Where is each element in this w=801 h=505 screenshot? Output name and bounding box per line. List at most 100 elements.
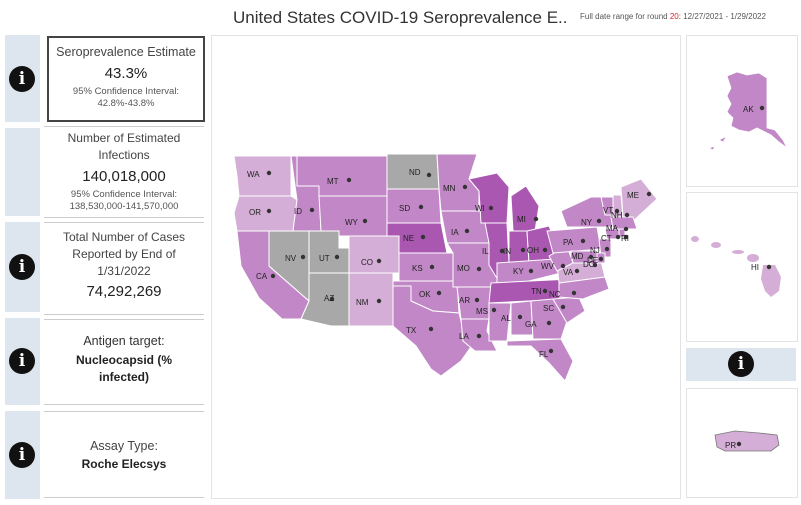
state-marker [604,246,610,252]
state-in[interactable] [508,230,530,264]
estimate-ci-value: 42.8%-43.8% [97,98,155,109]
state-marker [615,234,621,240]
dashboard-title: United States COVID-19 Seroprevalence E.… [233,8,568,27]
state-ak[interactable] [707,71,788,151]
state-label-in: IN [503,247,511,256]
infections-label-2: Infections [98,148,150,162]
state-marker [420,234,426,240]
state-ut[interactable] [308,230,350,274]
state-marker [596,218,602,224]
state-marker [436,290,442,296]
state-ma[interactable] [610,216,638,230]
round-number: 20 [669,12,679,21]
state-pr[interactable] [714,430,780,452]
divider [44,222,204,223]
state-marker [474,297,480,303]
state-marker [624,212,630,218]
antigen-target-card: Antigen target: Nucleocapsid (% infected… [44,334,204,404]
state-marker [476,266,482,272]
state-marker [571,290,577,296]
state-wy[interactable] [318,195,388,237]
state-label-tx: TX [406,326,417,335]
state-ks[interactable] [398,252,454,282]
state-marker [300,254,306,260]
state-label-nv: NV [285,254,297,263]
state-label-sc: SC [543,304,554,313]
state-label-co: CO [361,258,373,267]
state-marker [646,191,652,197]
state-marker [766,264,772,270]
state-marker [517,314,523,320]
info-icon[interactable]: i [9,254,35,280]
assay-value: Roche Elecsys [81,457,167,471]
state-co[interactable] [348,235,400,274]
state-marker [548,348,554,354]
state-mi[interactable] [510,185,540,232]
state-label-dc: DC [583,260,595,269]
info-strip-2 [5,128,40,216]
state-label-fl: FL [539,350,549,359]
state-marker [614,208,620,214]
info-icon[interactable]: i [9,348,35,374]
state-fl[interactable] [506,338,574,382]
state-marker [542,288,548,294]
state-label-az: AZ [324,294,334,303]
state-hi[interactable] [691,236,781,297]
state-ga[interactable] [530,298,568,340]
state-marker [592,262,598,268]
state-label-tn: TN [531,287,542,296]
state-label-nc: NC [549,290,561,299]
round-sep: : [678,12,684,21]
state-label-wv: WV [541,262,555,271]
state-marker [623,234,629,240]
state-marker [542,247,548,253]
hi-island-oahu [711,242,721,248]
state-marker [270,273,276,279]
state-label-de: DE [587,256,598,265]
info-icon[interactable]: i [728,351,754,377]
alaska-inset-panel: AK [686,35,798,187]
state-label-or: OR [249,208,261,217]
state-label-ri: RI [621,234,629,243]
state-marker [329,296,335,302]
infections-label-1: Number of Estimated [67,131,181,145]
state-label-al: AL [501,314,511,323]
info-icon[interactable]: i [9,442,35,468]
hi-island-molokai [732,250,744,254]
state-label-ak: AK [743,105,754,114]
state-label-mo: MO [457,264,470,273]
seroprevalence-estimate-card[interactable]: Seroprevalence Estimate 43.3% 95% Confid… [47,36,205,122]
state-label-nj: NJ [590,246,600,255]
antigen-value-2: infected) [98,370,149,384]
state-label-pa: PA [563,238,574,247]
state-label-oh: OH [527,246,539,255]
state-al[interactable] [510,300,534,336]
divider [44,217,204,218]
state-marker [376,298,382,304]
state-sd[interactable] [386,188,442,224]
infections-ci-label: 95% Confidence Interval: [70,189,178,200]
state-marker [476,333,482,339]
state-label-nd: ND [409,168,421,177]
alaska-map: AK [707,71,788,151]
estimate-value: 43.3% [104,65,148,82]
state-marker [499,248,505,254]
state-label-hi: HI [751,263,759,272]
state-label-wa: WA [247,170,260,179]
state-label-ny: NY [581,218,593,227]
state-marker [520,247,526,253]
state-or[interactable] [233,195,298,232]
hi-island-kauai [691,236,699,242]
state-marker [598,256,604,262]
state-marker [533,216,539,222]
state-marker [560,263,566,269]
info-icon[interactable]: i [9,66,35,92]
infections-ci-value: 138,530,000-141,570,000 [69,201,179,212]
state-marker [623,226,629,232]
cases-label-3: 1/31/2022 [97,264,151,278]
state-wa[interactable] [233,155,292,197]
state-mn[interactable] [436,153,480,212]
state-label-sd: SD [399,204,410,213]
state-me[interactable] [620,178,658,224]
state-label-id: ID [294,207,302,216]
